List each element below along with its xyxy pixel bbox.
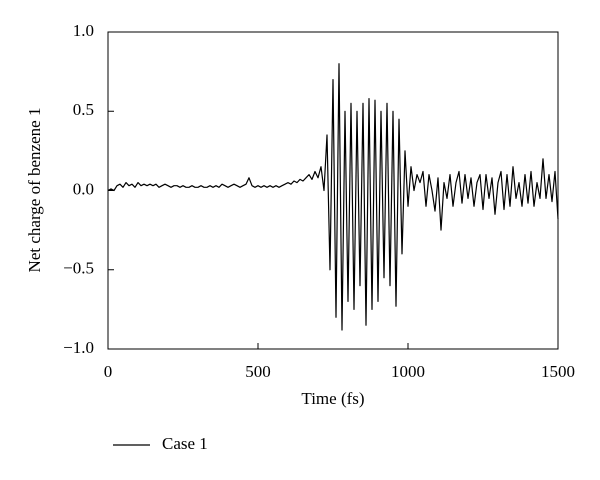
legend-label: Case 1	[162, 434, 208, 453]
x-tick-label: 1000	[391, 362, 425, 381]
x-tick-label: 1500	[541, 362, 575, 381]
y-tick-label: −1.0	[63, 338, 94, 357]
y-tick-label: −0.5	[63, 259, 94, 278]
x-tick-label: 0	[104, 362, 113, 381]
y-axis-label: Net charge of benzene 1	[25, 108, 44, 273]
x-axis-label: Time (fs)	[301, 389, 364, 408]
y-tick-label: 1.0	[73, 21, 94, 40]
y-tick-label: 0.5	[73, 100, 94, 119]
x-tick-label: 500	[245, 362, 271, 381]
data-line	[107, 63, 559, 331]
y-tick-label: 0.0	[73, 179, 94, 198]
